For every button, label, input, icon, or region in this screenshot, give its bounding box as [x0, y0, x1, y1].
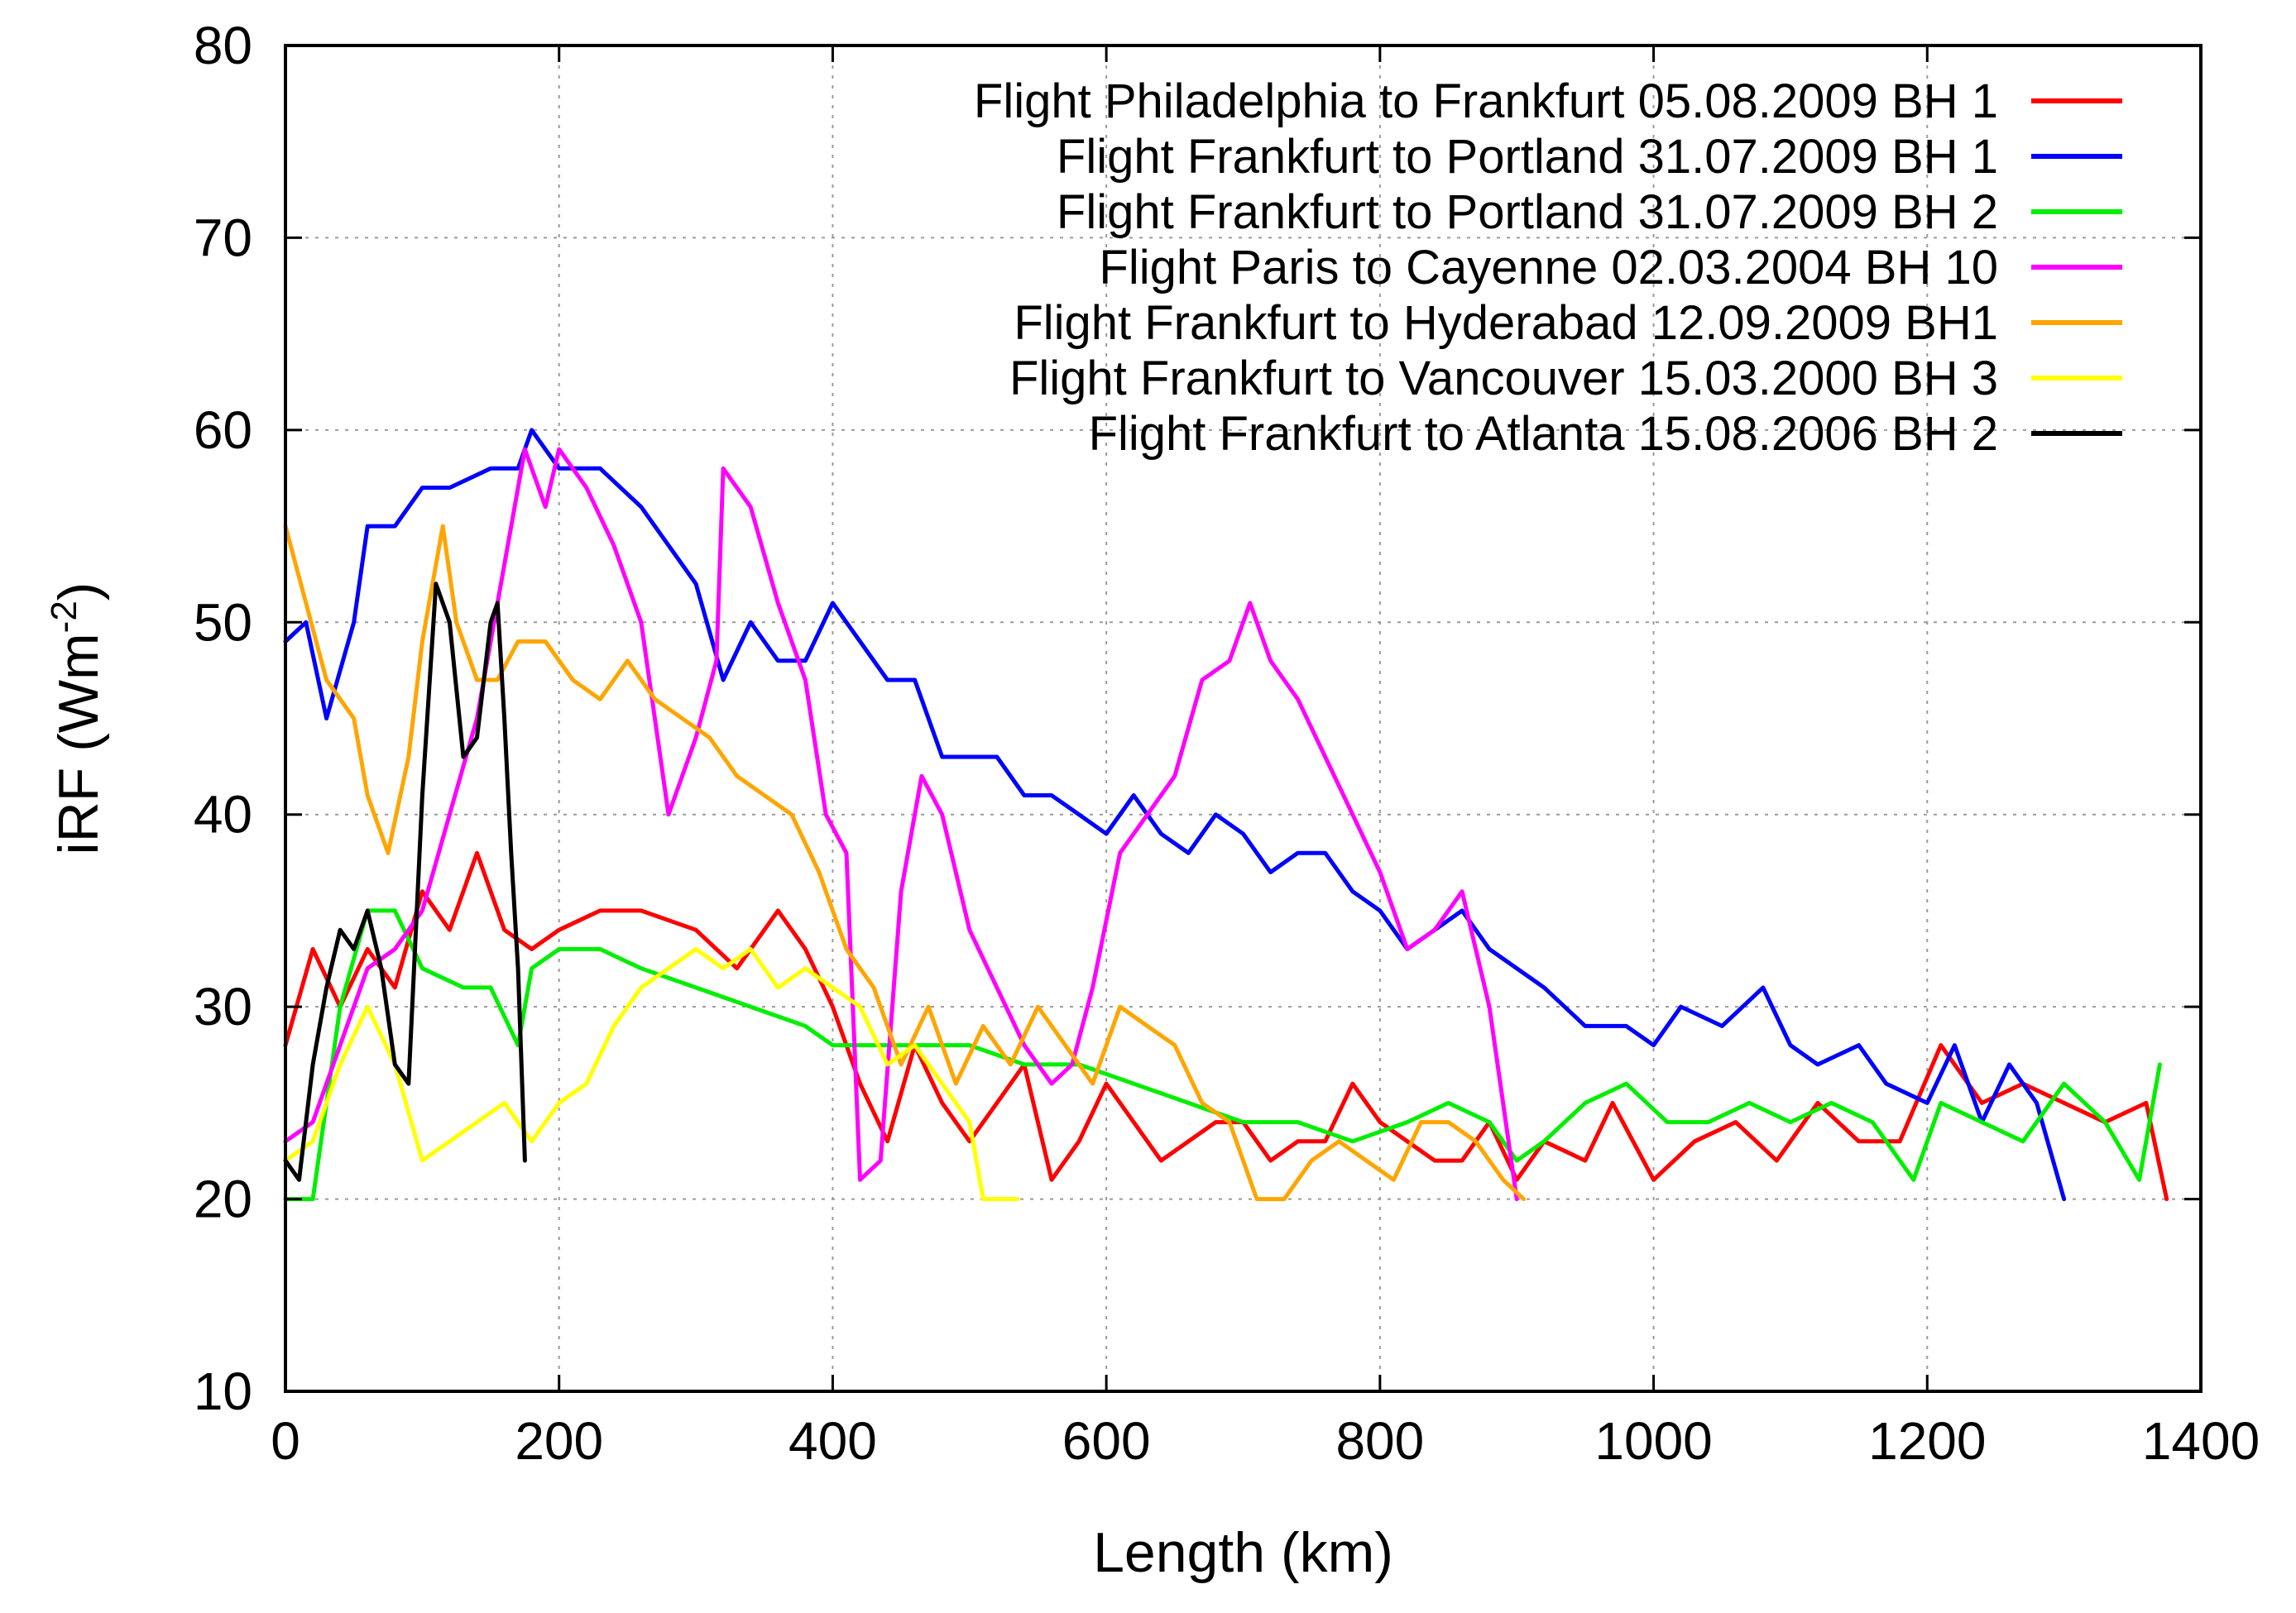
series-lines [283, 428, 2169, 1202]
y-tick-label: 70 [194, 208, 252, 267]
x-tick-label: 1200 [1868, 1411, 1986, 1471]
y-tick-label: 60 [194, 400, 252, 460]
axis-ticks: 0 200 400 600 800 1000 1200 1400 10 20 30 40 50 60 70 8… [194, 16, 2260, 1471]
legend-label-6: Flight Frankfurt to Vancouver 15.03.2000… [1009, 352, 1998, 405]
x-tick-label: 1400 [2142, 1411, 2260, 1471]
grid-lines [285, 45, 2201, 1391]
legend-label-4: Flight Paris to Cayenne 02.03.2004 BH 10 [1099, 241, 1998, 294]
y-tick-label: 40 [194, 785, 252, 845]
series-line-6 [283, 946, 1020, 1202]
series-line-4 [283, 447, 1519, 1202]
y-tick-label: 20 [194, 1170, 252, 1229]
legend-label-5: Flight Frankfurt to Hyderabad 12.09.2009… [1014, 296, 1998, 350]
x-tick-label: 800 [1335, 1411, 1424, 1471]
legend-label-2: Flight Frankfurt to Portland 31.07.2009 … [1057, 130, 1998, 184]
x-tick-label: 600 [1062, 1411, 1151, 1471]
x-tick-label: 200 [515, 1411, 603, 1471]
x-tick-label: 1000 [1594, 1411, 1712, 1471]
y-tick-label: 30 [194, 977, 252, 1036]
legend-label-7: Flight Frankfurt to Atlanta 15.08.2006 B… [1089, 407, 1998, 461]
plot-frame [284, 44, 2203, 1393]
y-axis-title: iRF (Wm-2) [44, 582, 110, 855]
legend-label-1: Flight Philadelphia to Frankfurt 05.08.2… [974, 74, 1998, 128]
x-tick-label: 0 [271, 1411, 300, 1471]
series-line-5 [283, 524, 1526, 1202]
series-line-2 [283, 428, 2067, 1202]
y-axis-title-superscript: -2 [44, 601, 84, 633]
y-axis-title-main: iRF (Wm [47, 633, 110, 854]
x-tick-label: 400 [789, 1411, 877, 1471]
legend: Flight Philadelphia to Frankfurt 05.08.2… [974, 74, 2122, 461]
legend-label-3: Flight Frankfurt to Portland 31.07.2009 … [1057, 185, 1998, 239]
series-line-1 [283, 850, 2169, 1202]
series-line-7 [283, 582, 527, 1182]
y-tick-label: 10 [194, 1362, 252, 1421]
y-axis-title-close: ) [47, 582, 110, 601]
y-tick-label: 80 [194, 16, 252, 75]
y-tick-label: 50 [194, 592, 252, 652]
x-axis-title: Length (km) [1093, 1521, 1393, 1584]
